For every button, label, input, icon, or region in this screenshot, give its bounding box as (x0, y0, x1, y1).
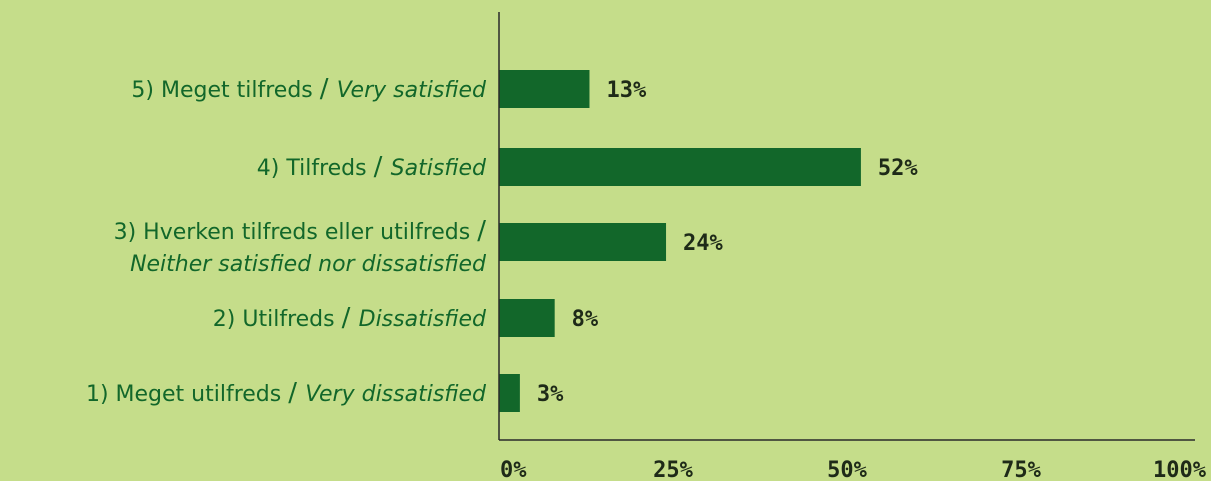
category-label: 4) Tilfreds / Satisfied (257, 152, 487, 182)
category-label: 5) Meget tilfreds / Very satisfied (131, 74, 487, 104)
x-tick-label: 75% (1001, 458, 1041, 481)
bar (499, 70, 590, 108)
x-tick-label: 50% (827, 458, 867, 481)
bar (499, 299, 555, 337)
bar-value-label: 3% (537, 382, 564, 407)
bar-value-label: 13% (606, 78, 646, 103)
bar-value-label: 8% (572, 307, 599, 332)
x-tick-label: 100% (1153, 458, 1207, 481)
bar (499, 223, 667, 261)
category-label: 1) Meget utilfreds / Very dissatisfied (86, 378, 487, 408)
x-tick-label: 0% (500, 458, 527, 481)
bar-value-label: 52% (878, 156, 918, 181)
bar (499, 148, 861, 186)
category-sublabel: Neither satisfied nor dissatisfied (130, 252, 487, 277)
bar (499, 374, 520, 412)
bar-value-label: 24% (683, 231, 723, 256)
category-label: 3) Hverken tilfreds eller utilfreds / (114, 216, 487, 246)
category-label: 2) Utilfreds / Dissatisfied (213, 303, 487, 333)
x-tick-label: 25% (653, 458, 693, 481)
